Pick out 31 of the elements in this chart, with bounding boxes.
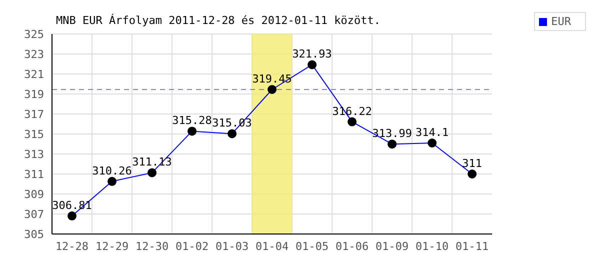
chart-title: MNB EUR Árfolyam 2011-12-28 és 2012-01-11 között.	[56, 14, 381, 27]
legend-label: EUR	[551, 15, 571, 28]
data-label: 311	[462, 157, 482, 170]
y-tick-label: 317	[24, 108, 44, 121]
x-tick-label: 01-10	[416, 240, 449, 253]
y-tick-label: 311	[24, 168, 44, 181]
x-tick-label: 01-11	[456, 240, 489, 253]
y-tick-label: 319	[24, 88, 44, 101]
x-tick-label: 12-28	[55, 240, 89, 253]
data-label: 314.1	[416, 126, 449, 139]
data-label: 315.28	[172, 114, 212, 128]
x-tick-label: 12-30	[135, 240, 169, 253]
x-tick-label: 01-06	[336, 240, 369, 253]
y-tick-label: 323	[24, 48, 44, 61]
y-tick-label: 315	[24, 128, 44, 141]
data-label: 310.26	[92, 164, 132, 178]
y-tick-label: 309	[24, 188, 44, 201]
data-label: 319.45	[252, 72, 292, 86]
data-label: 321.93	[292, 48, 332, 61]
y-tick-label: 313	[24, 148, 44, 161]
y-tick-label: 305	[24, 228, 44, 241]
x-tick-label: 01-04	[256, 240, 289, 253]
x-tick-label: 12-29	[95, 240, 129, 253]
data-label: 313.99	[372, 127, 412, 140]
x-tick-label: 01-02	[175, 240, 209, 253]
x-tick-label: 01-03	[215, 240, 249, 253]
y-tick-label: 321	[24, 68, 44, 81]
y-tick-label: 325	[24, 28, 44, 41]
x-tick-label: 01-09	[376, 240, 409, 253]
y-tick-label: 307	[24, 208, 44, 221]
x-tick-label: 01-05	[296, 240, 329, 253]
